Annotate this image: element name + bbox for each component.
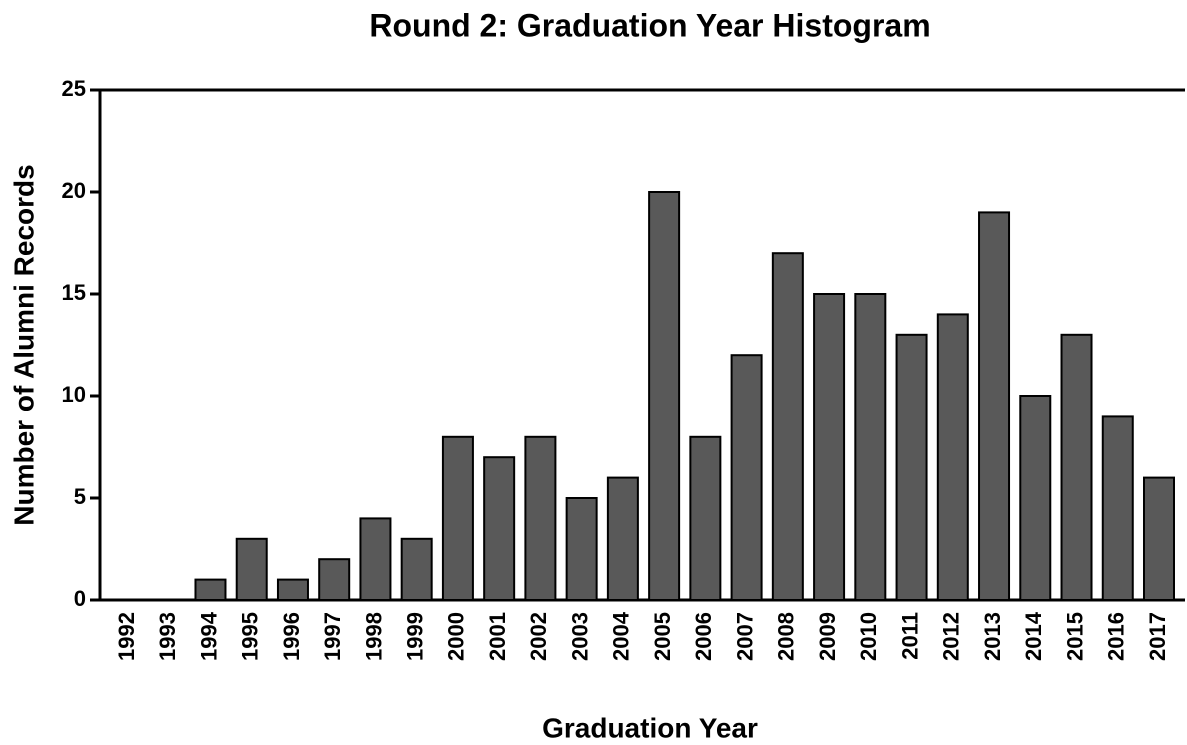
x-tick-label: 2014 — [1021, 611, 1046, 661]
bar — [1060, 333, 1093, 601]
x-tick-label: 1992 — [114, 612, 139, 661]
y-axis-label: Number of Alumni Records — [8, 164, 39, 525]
x-tick-label: 1995 — [238, 612, 263, 661]
bar — [689, 435, 722, 601]
x-tick-label: 1994 — [196, 611, 221, 661]
bar — [524, 435, 557, 601]
y-tick-label: 5 — [74, 484, 86, 509]
x-tick-label: 2001 — [485, 612, 510, 661]
bar — [936, 313, 969, 601]
bar — [194, 578, 227, 601]
x-tick-label: 2002 — [526, 612, 551, 661]
bar — [606, 476, 639, 602]
x-tick-label: 1999 — [402, 612, 427, 661]
y-tick-label: 25 — [62, 76, 86, 101]
bar — [565, 497, 598, 601]
bar — [813, 293, 846, 601]
bar — [441, 435, 474, 601]
x-tick-label: 2016 — [1104, 612, 1129, 661]
x-tick-label: 2003 — [567, 612, 592, 661]
bar — [359, 517, 392, 602]
x-tick-label: 2006 — [691, 612, 716, 661]
x-tick-label: 2012 — [939, 612, 964, 661]
bar — [400, 537, 433, 601]
x-tick-label: 1998 — [361, 612, 386, 661]
x-tick-label: 2009 — [815, 612, 840, 661]
bar — [1101, 415, 1134, 601]
y-tick-label: 15 — [62, 280, 86, 305]
x-tick-label: 2008 — [774, 612, 799, 661]
y-tick-label: 10 — [62, 382, 86, 407]
y-tick-label: 20 — [62, 178, 86, 203]
x-tick-label: 1996 — [279, 612, 304, 661]
x-tick-label: 1993 — [155, 612, 180, 661]
bar — [318, 558, 351, 602]
x-tick-label: 1997 — [320, 612, 345, 661]
bar — [854, 293, 887, 601]
chart-title: Round 2: Graduation Year Histogram — [369, 7, 930, 43]
bar — [895, 333, 928, 601]
bar — [1143, 476, 1175, 602]
bar — [978, 211, 1011, 601]
x-tick-label: 2017 — [1145, 612, 1170, 661]
bar — [730, 354, 763, 602]
x-tick-label: 2010 — [856, 612, 881, 661]
bar — [483, 456, 516, 602]
bar — [235, 537, 268, 601]
x-tick-label: 2011 — [897, 612, 922, 660]
x-tick-label: 2004 — [609, 611, 634, 661]
bar — [771, 252, 804, 601]
x-tick-label: 2007 — [732, 612, 757, 661]
x-tick-label: 2000 — [444, 612, 469, 661]
y-tick-label: 0 — [74, 586, 86, 611]
x-axis-label: Graduation Year — [542, 712, 758, 743]
x-tick-label: 2013 — [980, 612, 1005, 661]
x-tick-label: 2005 — [650, 612, 675, 661]
bar — [276, 578, 309, 601]
bar — [648, 191, 681, 601]
x-tick-label: 2015 — [1062, 612, 1087, 661]
bar — [1019, 395, 1052, 601]
